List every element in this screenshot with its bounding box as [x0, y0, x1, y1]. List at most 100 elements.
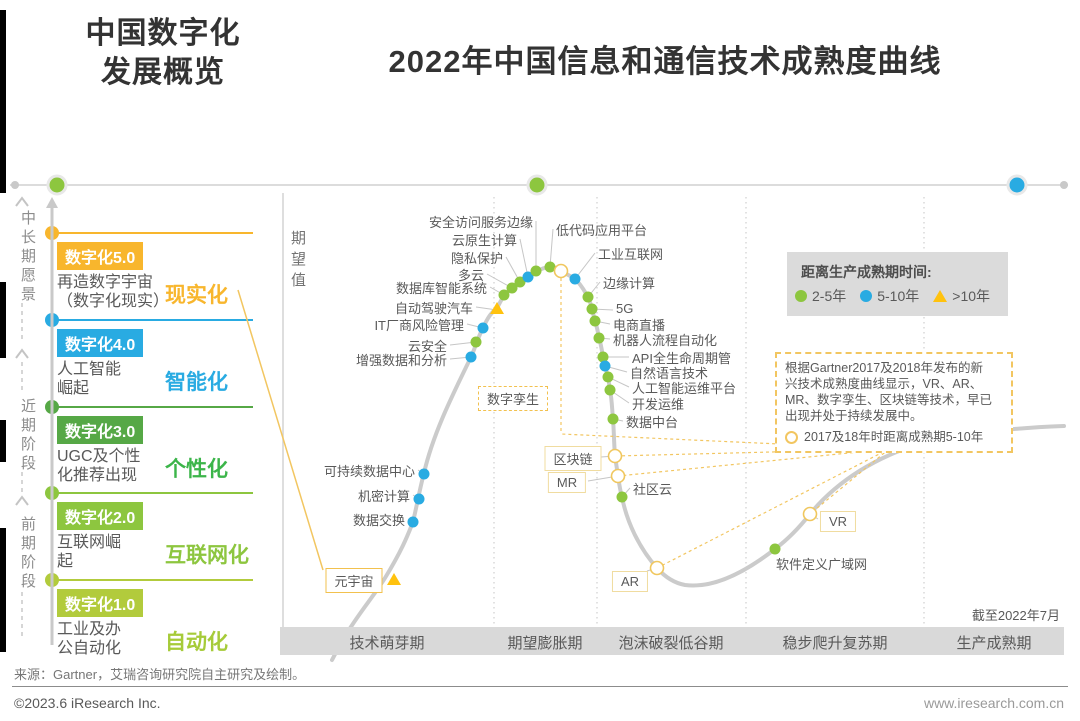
tech-label-数字孪生: 数字孪生	[477, 386, 549, 411]
page-edge-mark	[0, 10, 6, 193]
tech-label-增强数据和分析: 增强数据和分析	[355, 353, 447, 368]
stage-rule	[57, 318, 253, 321]
legend-item-label: 5-10年	[877, 288, 920, 304]
circle-marker-icon	[860, 290, 873, 302]
marker-dot-数据交换	[407, 516, 419, 528]
legend-title: 距离生产成熟期时间:	[801, 264, 932, 280]
tech-label-区块链: 区块链	[544, 446, 602, 471]
annotation-fan-line	[809, 448, 890, 515]
hollow-circle-icon	[785, 430, 798, 444]
y-axis-label: 期望值	[289, 230, 306, 293]
marker-dot-多云	[506, 282, 518, 294]
source-note: 来源：Gartner，艾瑞咨询研究院自主研究及绘制。	[14, 667, 306, 682]
stage-badge: 数字化3.0	[57, 415, 144, 444]
tech-label-云安全: 云安全	[407, 339, 447, 354]
stage-keyword: 智能化	[165, 370, 228, 394]
phase-label-泡沫破裂低谷期: 泡沫破裂低谷期	[618, 635, 724, 652]
marker-hollow-区块链	[607, 448, 623, 464]
tech-label-云原生计算: 云原生计算	[451, 233, 517, 248]
circle-marker-icon	[795, 290, 807, 302]
legend-item-label: 2-5年	[812, 288, 847, 304]
marker-dot-安全访问服务边缘	[530, 265, 542, 277]
phase-label-技术萌芽期: 技术萌芽期	[349, 635, 425, 652]
tech-label-软件定义广域网: 软件定义广域网	[776, 557, 868, 572]
tech-label-边缘计算: 边缘计算	[603, 276, 656, 291]
tech-label-工业互联网: 工业互联网	[598, 247, 664, 262]
tech-label-API全生命周期管: API全生命周期管	[632, 351, 731, 366]
footer-divider	[12, 686, 1068, 687]
realization-connector-line	[237, 289, 324, 571]
tech-label-数据库智能系统: 数据库智能系统	[395, 281, 487, 296]
tech-label-5G: 5G	[616, 301, 634, 316]
marker-dot-人工智能运维平台	[602, 371, 614, 383]
tech-label-开发运维: 开发运维	[632, 397, 685, 412]
stage-keyword: 现实化	[165, 284, 228, 307]
tech-label-数据中台: 数据中台	[626, 415, 679, 430]
marker-dot-增强数据和分析	[465, 351, 477, 363]
stage-keyword: 互联网化	[165, 544, 249, 568]
phase-group-early: 前期阶段	[19, 516, 36, 592]
stage-keyword: 自动化	[165, 631, 228, 654]
tech-label-机器人流程自动化: 机器人流程自动化	[613, 333, 718, 348]
marker-dot-隐私保护	[514, 276, 526, 288]
section-title: 中国数字化 发展概览	[85, 17, 241, 89]
stage-description: 互联网崛 起	[57, 534, 122, 571]
tech-label-低代码应用平台: 低代码应用平台	[556, 223, 648, 238]
marker-triangle-元宇宙	[387, 573, 401, 585]
timeline-dot	[11, 181, 19, 189]
as-of-date: 截至2022年7月	[971, 608, 1060, 623]
stage-rule	[57, 232, 253, 234]
stage-rule	[57, 405, 253, 408]
marker-dot-低代码应用平台	[544, 261, 556, 273]
annotation-footnote-text: 2017及18年时距离成熟期5-10年	[804, 430, 984, 444]
label-connector	[549, 228, 554, 268]
chevron-up-icon	[15, 348, 29, 359]
stage-badge: 数字化1.0	[57, 589, 144, 617]
page-edge-mark	[0, 528, 6, 652]
tech-label-多云: 多云	[457, 268, 484, 283]
legend-items: 2-5年 5-10年 >10年	[795, 286, 998, 306]
marker-hollow-VR	[802, 506, 818, 522]
annotation-fan-line	[614, 448, 890, 457]
tech-label-机密计算: 机密计算	[357, 489, 410, 504]
annotation-fan-line	[656, 448, 890, 569]
tech-label-社区云: 社区云	[633, 482, 673, 497]
marker-triangle-自动驾驶汽车	[490, 302, 504, 314]
tech-label-VR: VR	[819, 511, 857, 532]
marker-hollow-MR	[610, 468, 626, 484]
marker-dot-可持续数据中心	[418, 468, 430, 480]
marker-hollow-数字孪生	[553, 263, 569, 279]
marker-dot-自然语言技术	[599, 360, 611, 372]
tech-label-电商直播: 电商直播	[613, 318, 666, 333]
tech-label-可持续数据中心: 可持续数据中心	[323, 464, 415, 479]
marker-dot-数据中台	[607, 413, 619, 425]
label-connector	[519, 238, 529, 278]
marker-dot-API全生命周期管	[597, 351, 609, 363]
marker-dot-软件定义广域网	[769, 543, 781, 555]
phase-label-期望膨胀期: 期望膨胀期	[507, 635, 583, 652]
tech-label-人工智能运维平台: 人工智能运维平台	[632, 381, 737, 396]
stage-rule	[57, 579, 253, 581]
copyright: ©2023.6 iResearch Inc.	[14, 695, 161, 711]
stage-badge: 数字化4.0	[57, 328, 144, 357]
page-edge-mark	[0, 282, 6, 358]
marker-dot-机器人流程自动化	[593, 332, 605, 344]
timeline-dot	[46, 174, 68, 196]
tech-label-自然语言技术: 自然语言技术	[630, 366, 709, 381]
tech-label-MR: MR	[547, 472, 587, 493]
annotation-footnote: 2017及18年时距离成熟期5-10年	[785, 429, 1005, 445]
marker-dot-机密计算	[413, 493, 425, 505]
website-url: www.iresearch.com.cn	[923, 695, 1064, 711]
tech-label-自动驾驶汽车: 自动驾驶汽车	[394, 301, 473, 316]
marker-dot-开发运维	[604, 384, 616, 396]
triangle-marker-icon	[933, 290, 948, 302]
stage-badge: 数字化5.0	[57, 242, 144, 270]
stage-description: 工业及办 公自动化	[57, 621, 122, 657]
legend-item->10年: >10年	[933, 286, 990, 306]
legend-item-2-5年: 2-5年	[795, 286, 846, 306]
stage-rule	[57, 492, 253, 495]
stage-description: 人工智能 崛起	[57, 360, 122, 397]
phase-label-生产成熟期: 生产成熟期	[956, 635, 1032, 652]
